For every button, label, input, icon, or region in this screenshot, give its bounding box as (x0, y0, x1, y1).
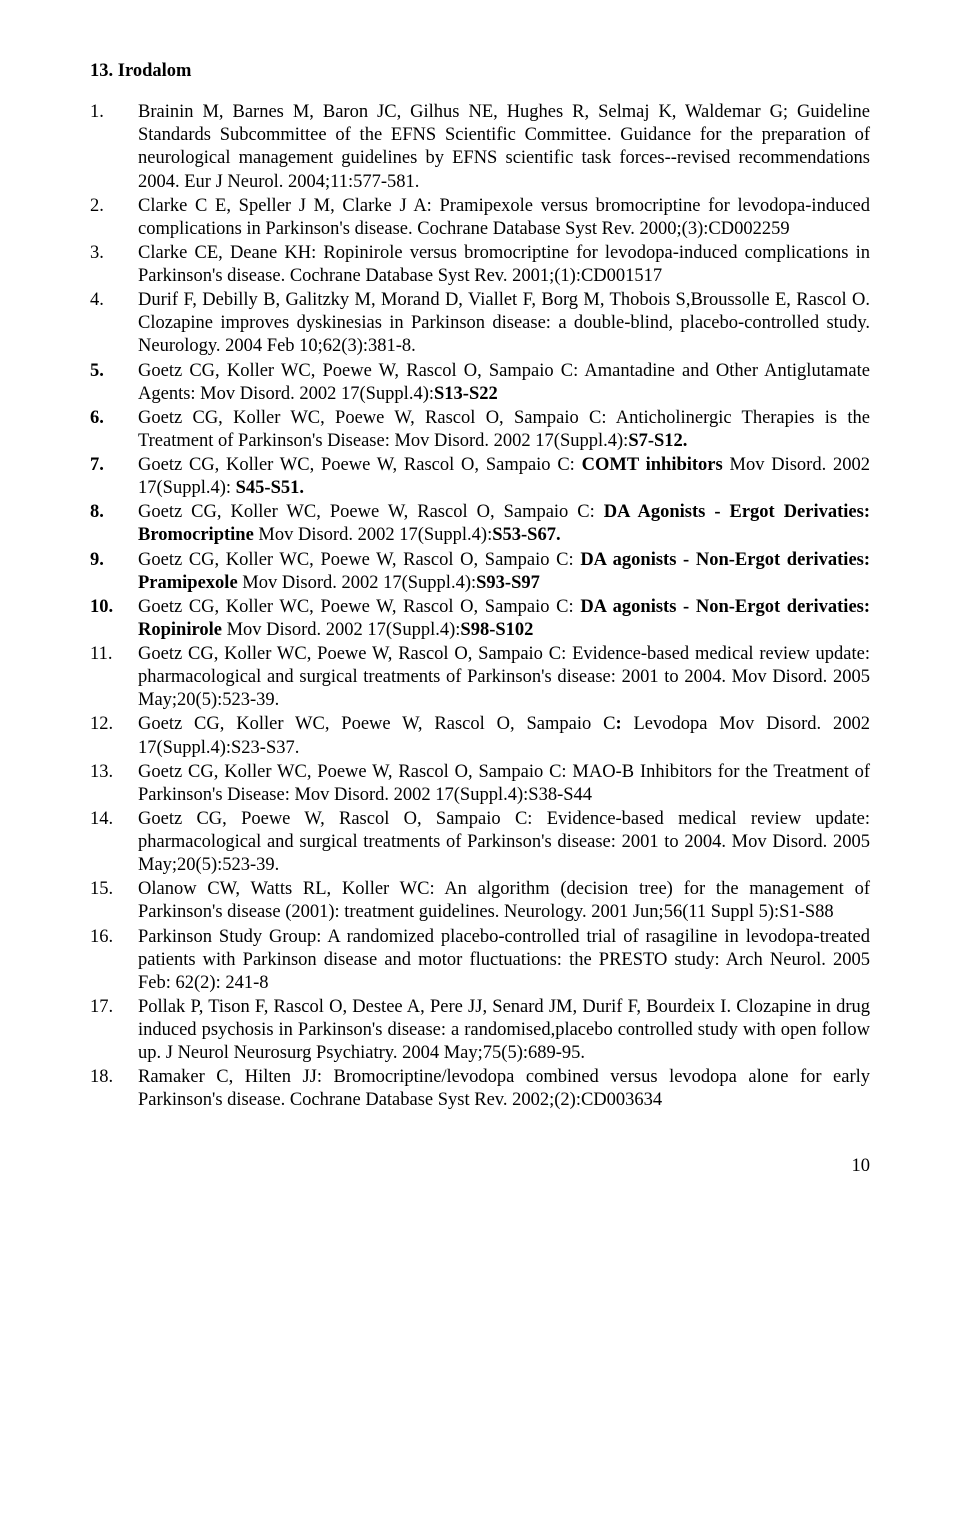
reference-text: Goetz CG, Poewe W, Rascol O, Sampaio C: … (138, 808, 870, 877)
reference-text: Clarke C E, Speller J M, Clarke J A: Pra… (138, 195, 870, 241)
reference-item: 13.Goetz CG, Koller WC, Poewe W, Rascol … (90, 761, 870, 807)
reference-number: 16. (90, 926, 138, 995)
bold-text: S53-S67. (492, 525, 560, 545)
reference-item: 10.Goetz CG, Koller WC, Poewe W, Rascol … (90, 596, 870, 642)
reference-item: 7.Goetz CG, Koller WC, Poewe W, Rascol O… (90, 454, 870, 500)
reference-number: 18. (90, 1066, 138, 1112)
reference-item: 11.Goetz CG, Koller WC, Poewe W, Rascol … (90, 643, 870, 712)
reference-text: Goetz CG, Koller WC, Poewe W, Rascol O, … (138, 549, 870, 595)
reference-number: 15. (90, 878, 138, 924)
reference-item: 17.Pollak P, Tison F, Rascol O, Destee A… (90, 996, 870, 1065)
reference-text: Ramaker C, Hilten JJ: Bromocriptine/levo… (138, 1066, 870, 1112)
plain-text: Goetz CG, Koller WC, Poewe W, Rascol O, … (138, 714, 615, 734)
reference-text: Brainin M, Barnes M, Baron JC, Gilhus NE… (138, 101, 870, 194)
reference-number: 12. (90, 713, 138, 759)
reference-item: 2.Clarke C E, Speller J M, Clarke J A: P… (90, 195, 870, 241)
reference-number: 4. (90, 289, 138, 358)
reference-item: 4.Durif F, Debilly B, Galitzky M, Morand… (90, 289, 870, 358)
reference-text: Clarke CE, Deane KH: Ropinirole versus b… (138, 242, 870, 288)
reference-item: 15.Olanow CW, Watts RL, Koller WC: An al… (90, 878, 870, 924)
reference-item: 14.Goetz CG, Poewe W, Rascol O, Sampaio … (90, 808, 870, 877)
reference-list: 1.Brainin M, Barnes M, Baron JC, Gilhus … (90, 101, 870, 1112)
reference-text: Goetz CG, Koller WC, Poewe W, Rascol O, … (138, 501, 870, 547)
plain-text: Goetz CG, Koller WC, Poewe W, Rascol O, … (138, 455, 582, 475)
reference-text: Olanow CW, Watts RL, Koller WC: An algor… (138, 878, 870, 924)
plain-text: Goetz CG, Koller WC, Poewe W, Rascol O, … (138, 502, 604, 522)
reference-number: 10. (90, 596, 138, 642)
reference-item: 16.Parkinson Study Group: A randomized p… (90, 926, 870, 995)
reference-number: 14. (90, 808, 138, 877)
bold-text: : (615, 714, 633, 734)
reference-number: 5. (90, 360, 138, 406)
reference-number: 13. (90, 761, 138, 807)
bold-text: S93-S97 (476, 573, 540, 593)
reference-number: 2. (90, 195, 138, 241)
reference-item: 18.Ramaker C, Hilten JJ: Bromocriptine/l… (90, 1066, 870, 1112)
reference-item: 5.Goetz CG, Koller WC, Poewe W, Rascol O… (90, 360, 870, 406)
plain-text: Mov Disord. 2002 17(Suppl.4): (242, 573, 476, 593)
section-heading: 13. Irodalom (90, 60, 870, 83)
reference-item: 9.Goetz CG, Koller WC, Poewe W, Rascol O… (90, 549, 870, 595)
reference-number: 8. (90, 501, 138, 547)
plain-text: Goetz CG, Koller WC, Poewe W, Rascol O, … (138, 550, 580, 570)
reference-text: Durif F, Debilly B, Galitzky M, Morand D… (138, 289, 870, 358)
reference-number: 6. (90, 407, 138, 453)
reference-item: 8.Goetz CG, Koller WC, Poewe W, Rascol O… (90, 501, 870, 547)
reference-text: Goetz CG, Koller WC, Poewe W, Rascol O, … (138, 360, 870, 406)
reference-number: 11. (90, 643, 138, 712)
reference-number: 9. (90, 549, 138, 595)
bold-text: S13-S22 (434, 384, 498, 404)
plain-text: Mov Disord. 2002 17(Suppl.4): (258, 525, 492, 545)
reference-number: 17. (90, 996, 138, 1065)
bold-text: S7-S12. (628, 431, 687, 451)
reference-text: Goetz CG, Koller WC, Poewe W, Rascol O, … (138, 761, 870, 807)
reference-item: 12.Goetz CG, Koller WC, Poewe W, Rascol … (90, 713, 870, 759)
reference-text: Goetz CG, Koller WC, Poewe W, Rascol O, … (138, 643, 870, 712)
plain-text: Goetz CG, Koller WC, Poewe W, Rascol O, … (138, 597, 580, 617)
reference-item: 1.Brainin M, Barnes M, Baron JC, Gilhus … (90, 101, 870, 194)
reference-item: 6.Goetz CG, Koller WC, Poewe W, Rascol O… (90, 407, 870, 453)
bold-text: S98-S102 (460, 620, 533, 640)
reference-number: 7. (90, 454, 138, 500)
reference-text: Pollak P, Tison F, Rascol O, Destee A, P… (138, 996, 870, 1065)
bold-text: S45-S51. (236, 478, 304, 498)
bold-text: COMT inhibitors (582, 455, 730, 475)
plain-text: Goetz CG, Koller WC, Poewe W, Rascol O, … (138, 361, 870, 404)
page-content: 13. Irodalom 1.Brainin M, Barnes M, Baro… (0, 0, 960, 1228)
plain-text: Mov Disord. 2002 17(Suppl.4): (227, 620, 461, 640)
page-number: 10 (90, 1155, 870, 1178)
reference-text: Parkinson Study Group: A randomized plac… (138, 926, 870, 995)
reference-text: Goetz CG, Koller WC, Poewe W, Rascol O, … (138, 596, 870, 642)
reference-number: 3. (90, 242, 138, 288)
reference-item: 3.Clarke CE, Deane KH: Ropinirole versus… (90, 242, 870, 288)
plain-text: Goetz CG, Koller WC, Poewe W, Rascol O, … (138, 408, 870, 451)
reference-number: 1. (90, 101, 138, 194)
reference-text: Goetz CG, Koller WC, Poewe W, Rascol O, … (138, 407, 870, 453)
reference-text: Goetz CG, Koller WC, Poewe W, Rascol O, … (138, 454, 870, 500)
reference-text: Goetz CG, Koller WC, Poewe W, Rascol O, … (138, 713, 870, 759)
